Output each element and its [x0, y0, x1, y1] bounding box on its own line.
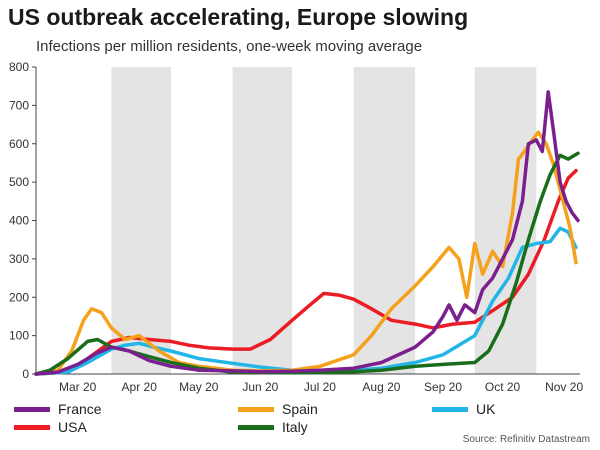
y-tick-label-700: 700 [9, 98, 29, 112]
y-tick-label-600: 600 [9, 137, 29, 151]
x-tick-label-1: Apr 20 [122, 380, 158, 394]
legend-item-uk: UK [432, 400, 495, 418]
x-tick-label-0: Mar 20 [59, 380, 97, 394]
x-tick-label-2: May 20 [179, 380, 219, 394]
legend: France USA Spain Italy UK [0, 398, 600, 438]
x-tick-label-7: Oct 20 [485, 380, 521, 394]
source-note: Source: Refinitiv Datastream [462, 434, 590, 445]
y-tick-label-200: 200 [9, 290, 29, 304]
legend-swatch-spain [238, 406, 274, 412]
x-tick-label-5: Aug 20 [362, 380, 400, 394]
x-tick-label-8: Nov 20 [545, 380, 583, 394]
legend-swatch-uk [432, 406, 468, 412]
legend-item-spain: Spain [238, 400, 318, 418]
shaded-band-0 [111, 67, 172, 374]
series-line-france [34, 90, 580, 376]
shaded-band-1 [232, 67, 293, 374]
chart-title: US outbreak accelerating, Europe slowing [8, 4, 469, 30]
y-tick-label-0: 0 [22, 367, 29, 381]
y-tick-label-100: 100 [9, 329, 29, 343]
legend-item-france: France [14, 400, 102, 418]
chart-subtitle: Infections per million residents, one-we… [36, 38, 423, 55]
y-tick-label-400: 400 [9, 214, 29, 228]
legend-label-spain: Spain [282, 401, 318, 417]
legend-swatch-italy [238, 424, 274, 430]
x-tick-label-3: Jun 20 [242, 380, 278, 394]
legend-label-italy: Italy [282, 419, 308, 435]
series-line-italy [34, 151, 580, 376]
legend-swatch-france [14, 406, 50, 412]
legend-label-france: France [58, 401, 102, 417]
series-lines [34, 90, 580, 376]
x-tick-label-4: Jul 20 [304, 380, 336, 394]
legend-item-italy: Italy [238, 418, 308, 436]
shaded-band-2 [353, 67, 416, 374]
x-tick-label-6: Sep 20 [424, 380, 462, 394]
shaded-month-bands [111, 67, 537, 374]
legend-swatch-usa [14, 424, 50, 430]
y-tick-label-800: 800 [9, 60, 29, 74]
tick-labels: 0 100 200 300 400 500 600 700 800 Mar 20 Apr 20 May… [9, 60, 583, 394]
y-tick-label-500: 500 [9, 175, 29, 189]
shaded-band-3 [474, 67, 537, 374]
legend-label-usa: USA [58, 419, 87, 435]
legend-label-uk: UK [476, 401, 496, 417]
y-tick-label-300: 300 [9, 252, 29, 266]
legend-item-usa: USA [14, 418, 87, 436]
